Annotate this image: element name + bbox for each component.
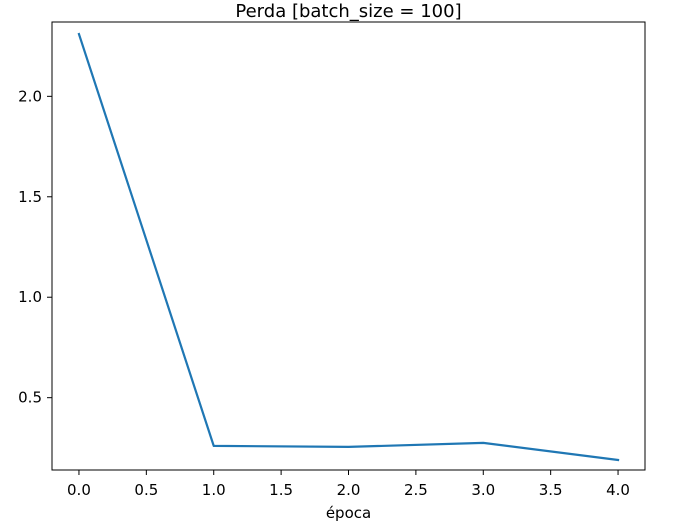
x-tick-label: 2.0: [337, 481, 361, 499]
y-tick-label: 1.5: [18, 188, 42, 206]
x-tick-label: 2.5: [404, 481, 428, 499]
x-axis: 0.0 0.5 1.0 1.5 2.0 2.5 3.0 3.5 4.0: [67, 470, 630, 499]
x-tick-label: 0.0: [67, 481, 91, 499]
plot-frame: [51, 21, 646, 471]
y-tick-label: 2.0: [18, 87, 42, 105]
x-tick-label: 4.0: [606, 481, 630, 499]
series-layer: [77, 32, 620, 462]
x-tick-label: 1.5: [269, 481, 293, 499]
x-tick-label: 0.5: [134, 481, 158, 499]
x-tick-label: 3.0: [471, 481, 495, 499]
loss-series-line: [77, 32, 620, 462]
x-tick-label: 3.5: [539, 481, 563, 499]
y-tick-label: 0.5: [18, 389, 42, 407]
y-tick-label: 1.0: [18, 288, 42, 306]
x-axis-label: época: [326, 504, 371, 522]
plot-area: [51, 21, 646, 471]
x-tick-label: 1.0: [202, 481, 226, 499]
y-axis: 0.5 1.0 1.5 2.0: [18, 87, 52, 407]
chart-title: Perda [batch_size = 100]: [235, 1, 461, 22]
